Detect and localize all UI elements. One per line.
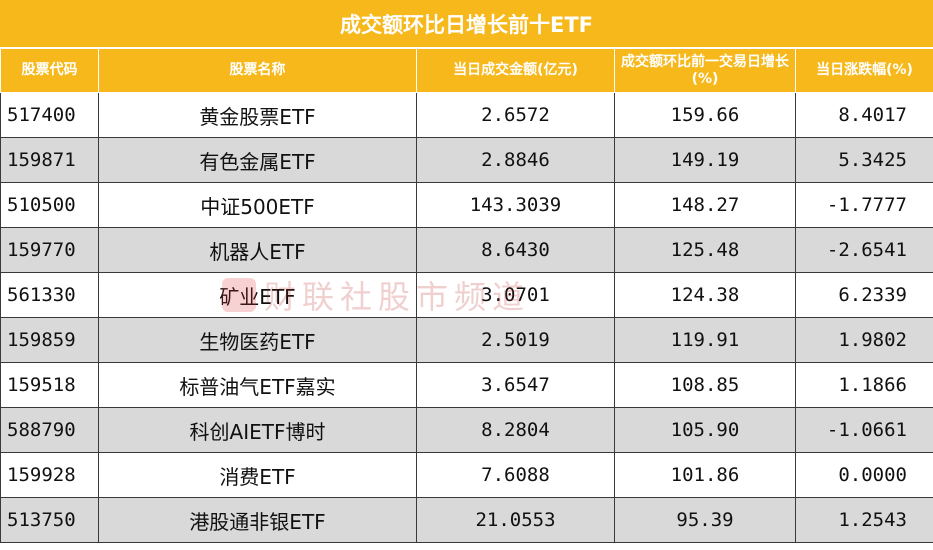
table-row: 159518 标普油气ETF嘉实 3.6547 108.85 1.1866: [0, 362, 933, 408]
cell-code: 510500: [0, 182, 99, 228]
cell-code: 159871: [0, 137, 99, 183]
cell-code: 561330: [0, 272, 99, 318]
table-row: 513750 港股通非银ETF 21.0553 95.39 1.2543: [0, 497, 933, 543]
cell-change: 1.9802: [795, 317, 933, 363]
cell-change: 1.2543: [795, 497, 933, 543]
header-turnover: 当日成交金额(亿元): [416, 48, 615, 93]
etf-table: 股票代码 股票名称 当日成交金额(亿元) 成交额环比前一交易日增长(%) 当日涨…: [0, 48, 933, 543]
cell-turnover: 3.0701: [416, 272, 615, 318]
cell-name: 矿业ETF: [98, 272, 417, 318]
cell-turnover: 8.6430: [416, 227, 615, 273]
cell-growth: 119.91: [614, 317, 796, 363]
cell-growth: 105.90: [614, 407, 796, 453]
cell-growth: 108.85: [614, 362, 796, 408]
cell-name: 科创AIETF博时: [98, 407, 417, 453]
header-code: 股票代码: [0, 48, 99, 93]
cell-change: 0.0000: [795, 452, 933, 498]
cell-change: 6.2339: [795, 272, 933, 318]
cell-change: -1.7777: [795, 182, 933, 228]
header-growth: 成交额环比前一交易日增长(%): [614, 48, 796, 93]
table-row: 517400 黄金股票ETF 2.6572 159.66 8.4017: [0, 92, 933, 138]
cell-code: 159859: [0, 317, 99, 363]
cell-turnover: 143.3039: [416, 182, 615, 228]
cell-name: 有色金属ETF: [98, 137, 417, 183]
cell-name: 生物医药ETF: [98, 317, 417, 363]
table-row: 588790 科创AIETF博时 8.2804 105.90 -1.0661: [0, 407, 933, 453]
table-row: 561330 矿业ETF 3.0701 124.38 6.2339: [0, 272, 933, 318]
header-name: 股票名称: [98, 48, 417, 93]
cell-growth: 159.66: [614, 92, 796, 138]
cell-name: 中证500ETF: [98, 182, 417, 228]
cell-turnover: 7.6088: [416, 452, 615, 498]
cell-turnover: 2.8846: [416, 137, 615, 183]
cell-turnover: 8.2804: [416, 407, 615, 453]
cell-growth: 125.48: [614, 227, 796, 273]
cell-change: 5.3425: [795, 137, 933, 183]
cell-name: 机器人ETF: [98, 227, 417, 273]
table-row: 159859 生物医药ETF 2.5019 119.91 1.9802: [0, 317, 933, 363]
cell-change: -2.6541: [795, 227, 933, 273]
table-row: 510500 中证500ETF 143.3039 148.27 -1.7777: [0, 182, 933, 228]
table-row: 159770 机器人ETF 8.6430 125.48 -2.6541: [0, 227, 933, 273]
cell-name: 港股通非银ETF: [98, 497, 417, 543]
table-title: 成交额环比日增长前十ETF: [0, 0, 933, 48]
cell-growth: 101.86: [614, 452, 796, 498]
header-change: 当日涨跌幅(%): [795, 48, 933, 93]
cell-code: 517400: [0, 92, 99, 138]
cell-turnover: 3.6547: [416, 362, 615, 408]
cell-code: 588790: [0, 407, 99, 453]
cell-turnover: 2.5019: [416, 317, 615, 363]
cell-name: 黄金股票ETF: [98, 92, 417, 138]
table-row: 159871 有色金属ETF 2.8846 149.19 5.3425: [0, 137, 933, 183]
cell-growth: 148.27: [614, 182, 796, 228]
header-row: 股票代码 股票名称 当日成交金额(亿元) 成交额环比前一交易日增长(%) 当日涨…: [0, 48, 933, 93]
cell-name: 标普油气ETF嘉实: [98, 362, 417, 408]
table-row: 159928 消费ETF 7.6088 101.86 0.0000: [0, 452, 933, 498]
cell-code: 159518: [0, 362, 99, 408]
cell-change: 1.1866: [795, 362, 933, 408]
cell-growth: 149.19: [614, 137, 796, 183]
cell-code: 159928: [0, 452, 99, 498]
cell-growth: 124.38: [614, 272, 796, 318]
cell-code: 159770: [0, 227, 99, 273]
cell-code: 513750: [0, 497, 99, 543]
cell-name: 消费ETF: [98, 452, 417, 498]
cell-turnover: 2.6572: [416, 92, 615, 138]
cell-growth: 95.39: [614, 497, 796, 543]
cell-turnover: 21.0553: [416, 497, 615, 543]
cell-change: 8.4017: [795, 92, 933, 138]
cell-change: -1.0661: [795, 407, 933, 453]
